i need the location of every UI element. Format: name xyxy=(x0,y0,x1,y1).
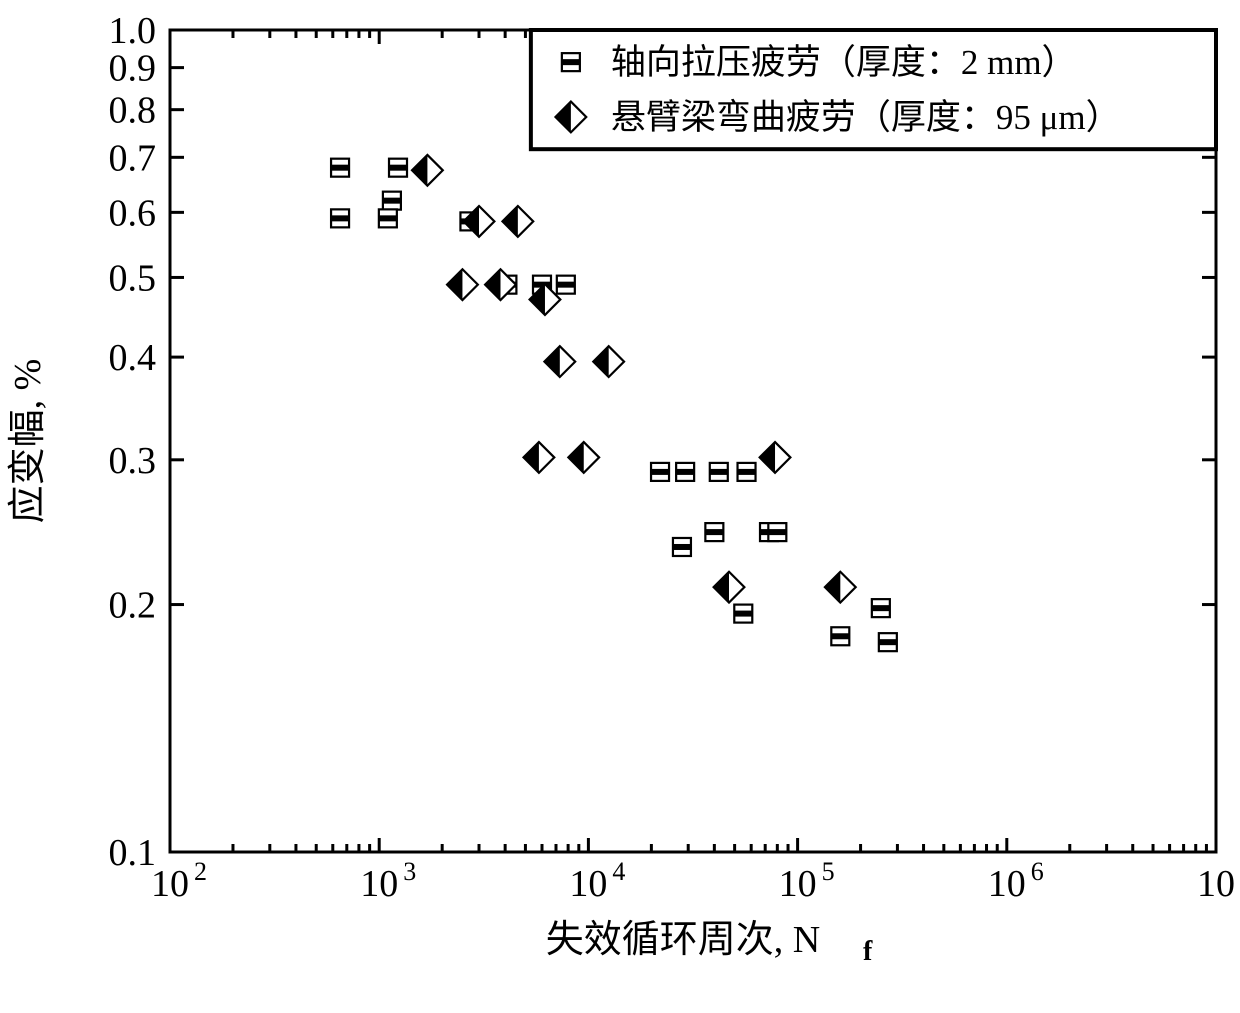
svg-text:0.6: 0.6 xyxy=(109,192,157,234)
svg-text:0.7: 0.7 xyxy=(109,137,157,179)
svg-text:失效循环周次, N: 失效循环周次, N xyxy=(546,919,820,961)
svg-text:0.9: 0.9 xyxy=(109,48,157,90)
svg-text:6: 6 xyxy=(1031,857,1044,886)
svg-text:0.2: 0.2 xyxy=(109,585,157,627)
svg-text:1.0: 1.0 xyxy=(109,10,157,52)
svg-text:10: 10 xyxy=(1197,863,1235,905)
svg-text:0.8: 0.8 xyxy=(109,90,157,132)
svg-text:5: 5 xyxy=(822,857,835,886)
svg-text:f: f xyxy=(863,936,873,967)
svg-text:0.3: 0.3 xyxy=(109,440,157,482)
svg-text:10: 10 xyxy=(569,863,607,905)
svg-text:0.4: 0.4 xyxy=(109,337,157,379)
svg-text:0.5: 0.5 xyxy=(109,257,157,299)
svg-text:2: 2 xyxy=(194,857,207,886)
chart-svg: 102103104105106107失效循环周次, Nf0.10.20.30.4… xyxy=(0,0,1240,1013)
svg-text:0.1: 0.1 xyxy=(109,832,157,874)
legend: 轴向拉压疲劳（厚度：2 mm） 悬臂梁弯曲疲劳（厚度：95 μm） xyxy=(531,30,1216,149)
svg-text:4: 4 xyxy=(612,857,625,886)
svg-text:10: 10 xyxy=(779,863,817,905)
legend-label-axial: 轴向拉压疲劳（厚度：2 mm） xyxy=(611,43,1077,82)
fatigue-scatter-chart: 102103104105106107失效循环周次, Nf0.10.20.30.4… xyxy=(0,0,1240,1013)
svg-text:10: 10 xyxy=(360,863,398,905)
svg-text:3: 3 xyxy=(403,857,416,886)
svg-text:10: 10 xyxy=(988,863,1026,905)
svg-text:10: 10 xyxy=(151,863,189,905)
legend-label-cantilever: 悬臂梁弯曲疲劳（厚度：95 μm） xyxy=(611,98,1121,137)
svg-text:应变幅, %: 应变幅, % xyxy=(7,359,49,524)
